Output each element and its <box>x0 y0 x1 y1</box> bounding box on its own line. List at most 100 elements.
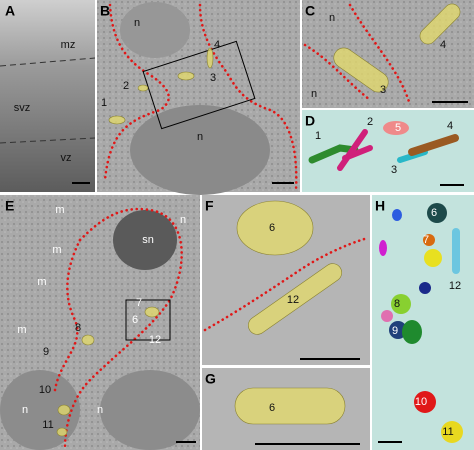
annotation: 6 <box>132 314 138 326</box>
scale-bar <box>300 358 360 360</box>
annotation: 12 <box>287 294 299 306</box>
annotation: 9 <box>392 325 398 337</box>
cell-outline <box>198 3 298 192</box>
boundary <box>0 57 96 67</box>
mito-model <box>402 320 422 344</box>
mitochondrion <box>206 47 214 69</box>
mitochondrion <box>333 47 389 93</box>
annotation: svz <box>14 102 31 114</box>
annotation: 7 <box>136 297 142 309</box>
cell-outline <box>303 43 372 102</box>
annotation: 11 <box>442 426 453 438</box>
inset-box <box>142 40 256 130</box>
annotation: 8 <box>394 298 400 310</box>
mito-model <box>383 121 409 135</box>
annotation: 4 <box>440 39 446 51</box>
annotation: vz <box>61 152 72 164</box>
annotation: 3 <box>391 164 397 176</box>
mito-model <box>414 391 436 413</box>
nucleus <box>120 2 190 58</box>
mito-model <box>397 149 428 163</box>
micrograph <box>0 0 95 192</box>
annotation: 4 <box>447 120 453 132</box>
mito-model <box>381 310 393 322</box>
annotation: n <box>134 17 140 29</box>
mitochondrion <box>144 306 160 318</box>
annotation: 4 <box>214 39 220 51</box>
annotation: 9 <box>43 346 49 358</box>
mitochondrion <box>234 387 346 425</box>
annotation: m <box>52 244 61 256</box>
annotation: 1 <box>101 97 107 109</box>
mitochondrion <box>419 3 461 45</box>
scale-bar <box>378 441 402 443</box>
mito-model <box>392 209 402 221</box>
scale-bar <box>440 184 464 186</box>
nucleus <box>100 370 200 450</box>
annotation: 2 <box>367 116 373 128</box>
panel-e <box>0 195 200 450</box>
annotation: n <box>22 404 28 416</box>
annotation: 5 <box>395 122 401 134</box>
mito-model <box>379 240 387 256</box>
mitochondrion <box>177 71 195 81</box>
panel-letter: B <box>100 3 110 19</box>
mito-model <box>441 421 463 443</box>
annotation: 6 <box>431 207 437 219</box>
annotation: 11 <box>42 419 53 431</box>
panel-letter: H <box>375 198 385 214</box>
panel-letter: E <box>5 198 14 214</box>
mitochondrion <box>57 404 71 416</box>
mito-model <box>408 134 459 156</box>
annotation: 7 <box>423 234 429 246</box>
mito-model <box>424 249 442 267</box>
annotation: 8 <box>75 322 81 334</box>
scale-bar <box>272 182 294 184</box>
annotation: 10 <box>39 384 51 396</box>
annotation: m <box>17 324 26 336</box>
mito-model <box>423 234 435 246</box>
nucleus <box>130 105 270 195</box>
mito-model <box>391 294 411 314</box>
mitochondrion <box>236 200 314 256</box>
panel-d <box>302 110 474 192</box>
cell-outline <box>103 3 170 182</box>
cell-outline <box>63 207 183 450</box>
cell-outline <box>203 236 370 332</box>
mito-model <box>452 228 460 274</box>
scale-bar <box>432 101 468 103</box>
panel-letter: G <box>205 371 216 387</box>
mitochondrion <box>108 115 126 125</box>
panel-h <box>372 195 474 450</box>
mitochondrion <box>81 334 95 346</box>
panel-c <box>302 0 474 108</box>
mitochondrion <box>248 263 342 335</box>
annotation: n <box>311 88 317 100</box>
panel-g <box>202 368 370 450</box>
annotation: mz <box>61 39 76 51</box>
annotation: n <box>97 404 103 416</box>
panel-letter: F <box>205 198 214 214</box>
panel-a <box>0 0 96 192</box>
scale-bar <box>176 441 196 443</box>
mito-model <box>419 282 431 294</box>
cell-outline <box>348 3 412 107</box>
panel-letter: A <box>5 3 15 19</box>
annotation: 3 <box>210 72 216 84</box>
annotation: n <box>180 214 186 226</box>
panel-letter: C <box>305 3 315 19</box>
scale-bar <box>255 443 360 445</box>
mito-model <box>337 129 373 171</box>
boundary <box>0 137 96 144</box>
mito-model <box>427 203 447 223</box>
panel-letter: D <box>305 113 315 129</box>
nucleus <box>113 210 177 270</box>
inset-box <box>125 299 171 341</box>
annotation: 10 <box>415 396 427 408</box>
annotation: 12 <box>449 280 461 292</box>
mitochondrion <box>56 427 68 437</box>
mitochondrion <box>137 84 149 92</box>
